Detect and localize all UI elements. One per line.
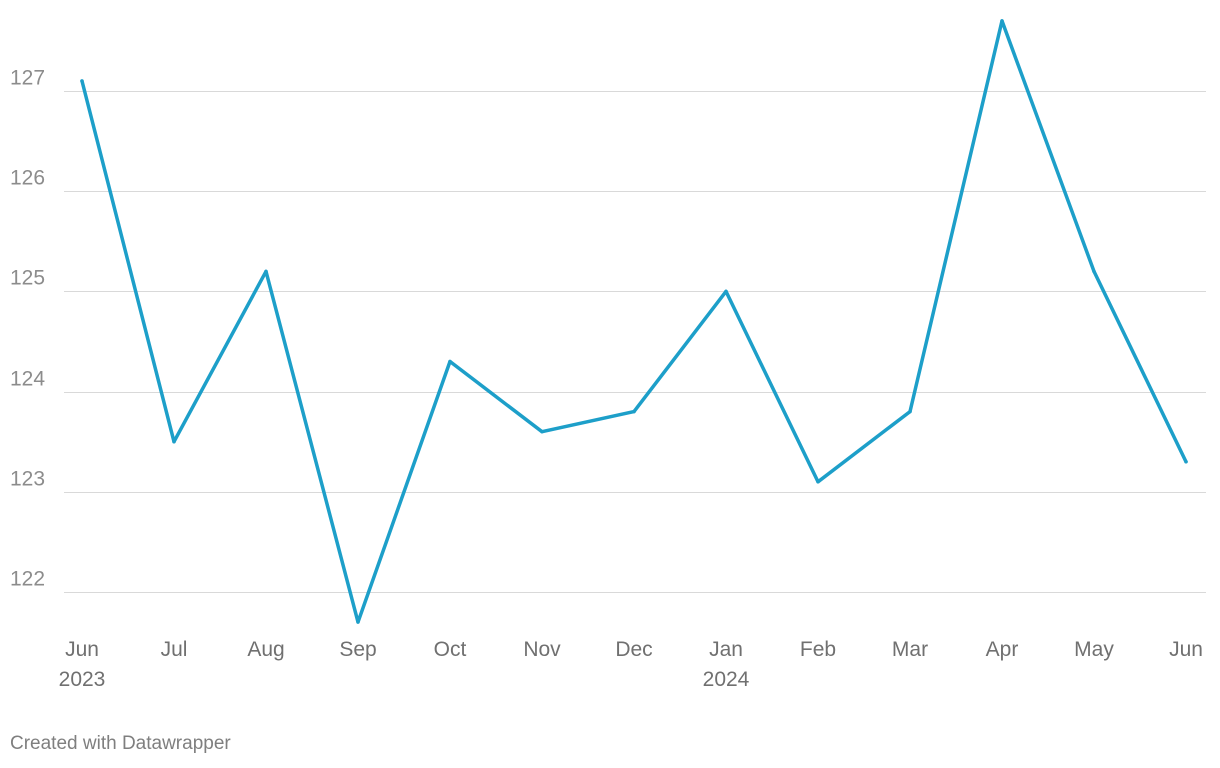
x-tick-label-2: Aug (247, 638, 284, 661)
data-point-0-10 (1000, 19, 1004, 23)
y-tick-label-123: 123 (10, 468, 45, 491)
x-tick-label-11: May (1074, 638, 1114, 661)
data-point-0-2 (264, 269, 268, 274)
data-point-0-3 (356, 620, 360, 624)
data-point-0-5 (540, 429, 544, 434)
series-layer (80, 19, 1188, 624)
x-tick-label-7: Jan (709, 638, 743, 661)
data-point-0-0 (80, 79, 84, 83)
x-tick-year-label-7: 2024 (703, 668, 750, 691)
y-tick-label-126: 126 (10, 167, 45, 190)
x-tick-label-0: Jun (65, 638, 99, 661)
data-point-0-11 (1092, 269, 1096, 274)
data-point-0-12 (1184, 459, 1188, 464)
x-tick-label-1: Jul (161, 638, 188, 661)
data-point-0-4 (448, 359, 452, 364)
x-axis-ticks: Jun 2023 Jul Aug Sep Oct Nov Dec Jan 2024 Feb Mar Ap… (59, 638, 1203, 691)
data-point-0-9 (908, 409, 912, 414)
data-point-0-6 (632, 409, 636, 414)
x-tick-label-9: Mar (892, 638, 928, 661)
x-tick-label-8: Feb (800, 638, 836, 661)
y-tick-label-127: 127 (10, 67, 45, 90)
data-point-0-7 (724, 289, 728, 294)
data-point-0-8 (816, 480, 820, 484)
series-line-0 (80, 19, 1188, 624)
data-point-0-1 (172, 439, 176, 444)
x-tick-label-4: Oct (434, 638, 467, 661)
x-tick-label-12: Jun (1169, 638, 1203, 661)
y-tick-label-124: 124 (10, 368, 45, 391)
x-tick-label-6: Dec (615, 638, 652, 661)
x-tick-year-label-0: 2023 (59, 668, 106, 691)
x-tick-label-3: Sep (339, 638, 376, 661)
x-tick-label-10: Apr (986, 638, 1019, 661)
y-tick-label-122: 122 (10, 568, 45, 591)
datawrapper-credit: Created with Datawrapper (10, 733, 231, 754)
y-tick-label-125: 125 (10, 267, 45, 290)
y-axis-ticks: 122 123 124 125 126 127 (10, 67, 45, 591)
gridlines (64, 91, 1206, 593)
x-tick-label-5: Nov (523, 638, 561, 661)
